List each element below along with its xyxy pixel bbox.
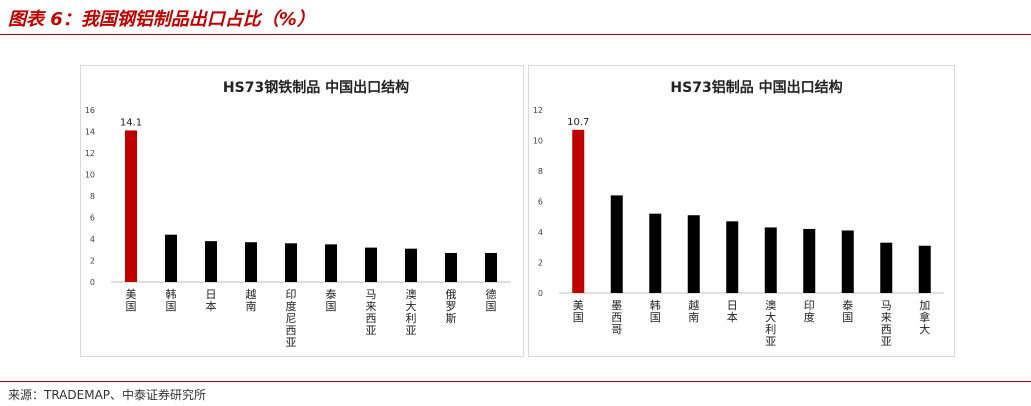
category-label: 俄罗斯 [446, 288, 457, 325]
category-label: 印度尼西亚 [286, 288, 297, 349]
bar-1 [572, 129, 585, 293]
bar-5 [285, 243, 297, 282]
bar-5 [726, 221, 739, 293]
y-tick-label: 6 [90, 214, 95, 223]
bar-1 [125, 130, 137, 282]
bar-2 [165, 234, 177, 282]
source-note: 来源：TRADEMAP、中泰证券研究所 [8, 388, 207, 402]
bar-2 [610, 195, 623, 293]
bar-9 [880, 242, 893, 293]
y-tick-label: 0 [90, 278, 95, 287]
y-tick-label: 10 [85, 171, 95, 180]
data-label: 10.7 [567, 117, 589, 128]
y-tick-label: 2 [538, 259, 543, 268]
y-tick-label: 4 [90, 235, 95, 244]
bar-3 [205, 241, 217, 282]
category-label: 墨西哥 [611, 299, 622, 336]
y-tick-label: 0 [538, 289, 543, 298]
aluminum-export-chart: HS73铝制品 中国出口结构 0 2 4 6 8 10 12 10.7 美国 墨西哥 韩国 越南 日本 澳大… [533, 79, 944, 348]
bar-7 [803, 228, 816, 293]
category-label: 澳大利亚 [765, 299, 776, 348]
figure-footer: 来源：TRADEMAP、中泰证券研究所 [0, 381, 1031, 402]
chart-panel-steel: HS73钢铁制品 中国出口结构 0 2 4 6 8 10 12 14 16 14.1 美国 韩国 日本 越南… [80, 65, 524, 357]
category-label: 韩国 [650, 298, 661, 324]
bar-8 [841, 230, 854, 293]
category-label: 日本 [727, 299, 738, 324]
bar-4 [245, 242, 257, 282]
bar-7 [365, 247, 377, 282]
category-label: 马来西亚 [366, 288, 377, 337]
category-label: 德国 [486, 287, 497, 313]
category-label: 日本 [206, 288, 217, 313]
bar-6 [325, 244, 337, 282]
y-tick-label: 6 [538, 198, 543, 207]
category-label: 韩国 [166, 287, 177, 313]
y-tick-label: 2 [90, 257, 95, 266]
y-tick-label: 10 [533, 137, 543, 146]
figure-title: 图表 6：我国钢铝制品出口占比（%） [8, 9, 315, 30]
category-label: 泰国 [842, 298, 853, 324]
category-label: 加拿大 [919, 299, 930, 336]
category-label: 印度 [804, 299, 815, 324]
y-tick-label: 8 [90, 192, 95, 201]
y-tick-label: 16 [85, 106, 95, 115]
bar-3 [649, 213, 662, 293]
y-tick-label: 12 [533, 106, 543, 115]
chart-title: HS73钢铁制品 中国出口结构 [223, 79, 409, 96]
bar-4 [687, 215, 700, 293]
bar-10 [485, 252, 497, 282]
data-label: 14.1 [120, 117, 142, 128]
category-label: 泰国 [326, 287, 337, 313]
bar-6 [764, 227, 777, 293]
steel-export-chart: HS73钢铁制品 中国出口结构 0 2 4 6 8 10 12 14 16 14.1 美国 韩国 日本 越南… [85, 79, 511, 349]
category-label: 马来西亚 [881, 299, 892, 348]
category-label: 澳大利亚 [406, 288, 417, 337]
category-label: 美国 [126, 288, 137, 313]
chart-panel-aluminum: HS73铝制品 中国出口结构 0 2 4 6 8 10 12 10.7 美国 墨西哥 韩国 越南 日本 澳大… [528, 65, 955, 357]
y-tick-label: 14 [85, 128, 95, 137]
y-tick-label: 8 [538, 167, 543, 176]
y-tick-label: 12 [85, 149, 95, 158]
figure-header: 图表 6：我国钢铝制品出口占比（%） [0, 0, 1031, 35]
bar-8 [405, 248, 417, 282]
chart-title: HS73铝制品 中国出口结构 [670, 79, 842, 96]
bar-10 [918, 245, 931, 293]
y-tick-label: 4 [538, 228, 543, 237]
category-label: 越南 [246, 287, 257, 313]
category-label: 美国 [573, 299, 584, 324]
bar-9 [445, 252, 457, 282]
category-label: 越南 [688, 298, 699, 324]
